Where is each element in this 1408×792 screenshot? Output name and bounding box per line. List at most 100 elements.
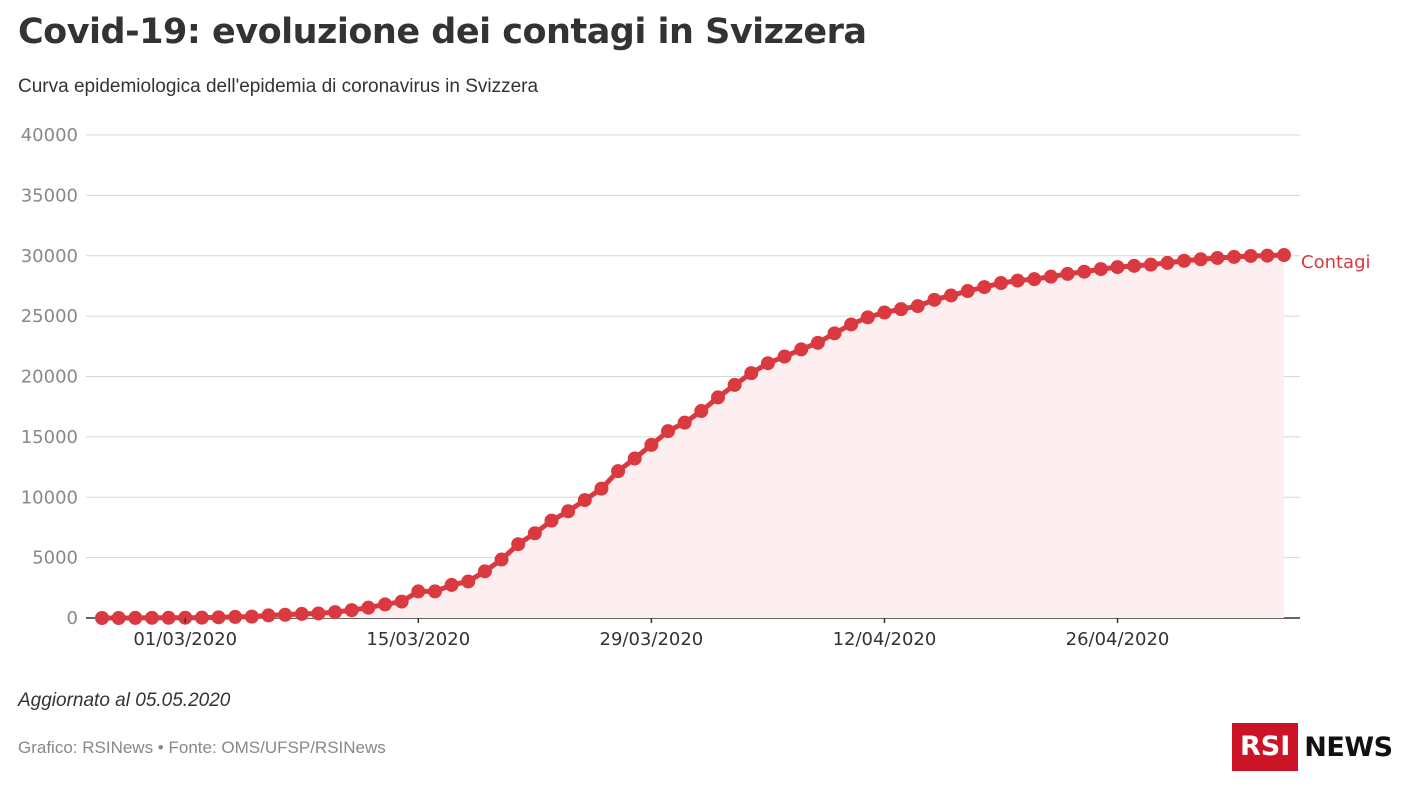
x-axis: 01/03/2020 15/03/2020 29/03/2020 12/04/2020… bbox=[133, 618, 1169, 650]
x-tick-label: 01/03/2020 bbox=[133, 629, 237, 650]
chart-title: Covid-19: evoluzione dei contagi in Sviz… bbox=[18, 12, 867, 52]
data-point bbox=[1027, 272, 1042, 287]
data-point bbox=[344, 603, 359, 618]
data-point bbox=[877, 305, 892, 320]
y-tick-label-10000: 10000 bbox=[21, 487, 78, 508]
data-point bbox=[1127, 258, 1142, 273]
data-point bbox=[1243, 248, 1258, 263]
data-point bbox=[1043, 269, 1058, 284]
data-point bbox=[511, 537, 526, 552]
x-tick-label: 12/04/2020 bbox=[833, 629, 937, 650]
data-point bbox=[361, 600, 376, 615]
data-point bbox=[544, 513, 559, 528]
y-tick-label-40000: 40000 bbox=[21, 125, 78, 146]
series-points bbox=[95, 248, 1291, 625]
series-labels: Contagi bbox=[1301, 252, 1371, 273]
data-point bbox=[1210, 250, 1225, 265]
data-point bbox=[527, 526, 542, 541]
data-point bbox=[244, 609, 259, 624]
data-point bbox=[278, 607, 293, 622]
data-point bbox=[1260, 248, 1275, 263]
data-point bbox=[494, 552, 509, 567]
data-point bbox=[178, 610, 193, 625]
data-point bbox=[627, 451, 642, 466]
rsi-news-logo: RSI NEWS bbox=[1232, 723, 1393, 771]
data-point bbox=[760, 356, 775, 371]
data-point bbox=[261, 608, 276, 623]
data-point bbox=[944, 288, 959, 303]
logo-box: RSI bbox=[1232, 723, 1299, 771]
data-point bbox=[744, 366, 759, 381]
data-point bbox=[827, 326, 842, 341]
data-point bbox=[1143, 257, 1158, 272]
data-point bbox=[411, 584, 426, 599]
data-point bbox=[1077, 264, 1092, 279]
y-tick-label-15000: 15000 bbox=[21, 427, 78, 448]
line-chart: 0 5000 10000 15000 20000 25000 30000 35000 40000… bbox=[21, 125, 1371, 650]
source-note: Grafico: RSINews • Fonte: OMS/UFSP/RSINe… bbox=[18, 738, 386, 757]
contagi-area bbox=[102, 255, 1284, 618]
data-point bbox=[960, 284, 975, 299]
data-point bbox=[394, 594, 409, 609]
data-point bbox=[95, 610, 109, 625]
data-point bbox=[611, 464, 626, 479]
logo-text: NEWS bbox=[1304, 731, 1393, 763]
data-point bbox=[860, 310, 875, 325]
y-axis: 0 5000 10000 15000 20000 25000 30000 35000 40000 bbox=[21, 125, 78, 629]
x-tick-label: 15/03/2020 bbox=[366, 629, 470, 650]
data-point bbox=[1160, 255, 1175, 270]
x-tick-label: 26/04/2020 bbox=[1066, 629, 1170, 650]
data-point bbox=[111, 610, 126, 625]
data-point bbox=[561, 504, 576, 519]
y-tick-label-20000: 20000 bbox=[21, 367, 78, 388]
series-label-contagi: Contagi bbox=[1301, 252, 1371, 273]
data-point bbox=[328, 605, 343, 620]
data-point bbox=[677, 415, 692, 430]
data-point bbox=[594, 481, 609, 496]
data-point bbox=[910, 299, 925, 314]
data-point bbox=[993, 276, 1008, 291]
data-point bbox=[1193, 252, 1208, 267]
data-point bbox=[1060, 266, 1075, 281]
data-point bbox=[777, 349, 792, 364]
data-point bbox=[844, 317, 859, 332]
data-point bbox=[644, 437, 659, 452]
data-point bbox=[710, 390, 725, 405]
data-point bbox=[444, 577, 459, 592]
data-point bbox=[311, 606, 326, 621]
data-point bbox=[977, 280, 992, 295]
data-point bbox=[1227, 249, 1242, 264]
data-point bbox=[211, 610, 226, 625]
data-point bbox=[661, 424, 676, 439]
data-point bbox=[794, 342, 809, 357]
data-point bbox=[1110, 260, 1125, 275]
data-point bbox=[378, 597, 393, 612]
area-fill bbox=[102, 255, 1284, 618]
y-tick-label-0: 0 bbox=[67, 608, 78, 629]
data-point bbox=[427, 584, 442, 599]
data-point bbox=[694, 404, 709, 419]
data-point bbox=[461, 574, 476, 589]
data-point bbox=[144, 610, 159, 625]
data-point bbox=[1010, 273, 1025, 288]
data-point bbox=[128, 610, 143, 625]
y-tick-label-5000: 5000 bbox=[32, 548, 78, 569]
data-point bbox=[927, 292, 942, 307]
data-point bbox=[294, 606, 309, 621]
chart-subtitle: Curva epidemiologica dell'epidemia di co… bbox=[18, 76, 539, 97]
y-tick-label-30000: 30000 bbox=[21, 246, 78, 267]
updated-note: Aggiornato al 05.05.2020 bbox=[18, 690, 231, 711]
data-point bbox=[477, 564, 492, 579]
data-point bbox=[577, 493, 592, 508]
y-tick-label-35000: 35000 bbox=[21, 185, 78, 206]
x-tick-label: 29/03/2020 bbox=[600, 629, 704, 650]
data-point bbox=[1093, 262, 1108, 277]
data-point bbox=[810, 335, 825, 350]
data-point bbox=[161, 610, 176, 625]
data-point bbox=[1177, 253, 1192, 268]
data-point bbox=[727, 377, 742, 392]
y-tick-label-25000: 25000 bbox=[21, 306, 78, 327]
data-point bbox=[894, 302, 909, 317]
data-point bbox=[1277, 248, 1291, 263]
data-point bbox=[228, 609, 243, 624]
